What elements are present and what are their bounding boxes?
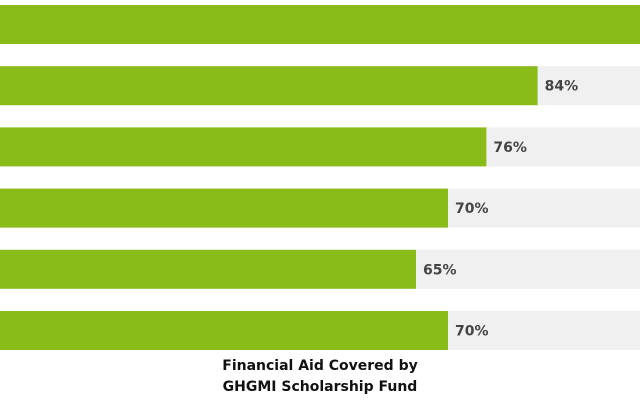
bar [0, 127, 487, 167]
chart: 84% 76% 70% 65% 70% [0, 5, 640, 350]
value-label: 65% [423, 262, 457, 278]
value-label: 70% [455, 201, 489, 217]
title-wrap: Financial Aid Covered by GHGMI Scholarsh… [0, 356, 640, 398]
value-label: 70% [455, 324, 489, 340]
chart-title: Financial Aid Covered by GHGMI Scholarsh… [222, 358, 418, 395]
bar [0, 5, 640, 44]
value-label: 76% [493, 140, 527, 156]
bar [0, 66, 538, 106]
bar [0, 188, 448, 228]
bar [0, 311, 448, 350]
bar [0, 249, 416, 289]
value-label: 84% [545, 79, 579, 95]
